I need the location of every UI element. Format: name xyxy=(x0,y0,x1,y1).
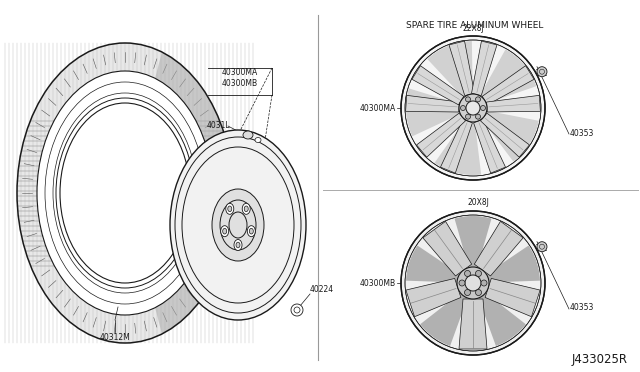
Polygon shape xyxy=(423,221,472,276)
Ellipse shape xyxy=(244,206,248,212)
Text: 40353: 40353 xyxy=(570,128,595,138)
Circle shape xyxy=(465,270,470,276)
Ellipse shape xyxy=(250,228,253,234)
Circle shape xyxy=(465,114,470,119)
Polygon shape xyxy=(406,89,473,136)
Polygon shape xyxy=(474,221,523,276)
Ellipse shape xyxy=(226,203,234,214)
Polygon shape xyxy=(473,49,536,108)
Polygon shape xyxy=(473,283,526,346)
Ellipse shape xyxy=(17,43,233,343)
Polygon shape xyxy=(406,278,461,317)
Polygon shape xyxy=(417,113,465,157)
Polygon shape xyxy=(428,41,473,108)
Text: 22X8J: 22X8J xyxy=(462,23,484,32)
Circle shape xyxy=(481,280,487,286)
Ellipse shape xyxy=(242,203,250,214)
Text: 20X8J: 20X8J xyxy=(467,198,489,206)
Ellipse shape xyxy=(236,242,240,248)
Text: 40300MB: 40300MB xyxy=(222,78,258,87)
Circle shape xyxy=(476,97,481,102)
Circle shape xyxy=(465,289,470,295)
Circle shape xyxy=(481,106,486,110)
Text: 40353: 40353 xyxy=(570,304,595,312)
Text: J433025R: J433025R xyxy=(572,353,628,366)
Circle shape xyxy=(476,114,481,119)
Polygon shape xyxy=(473,246,540,283)
Polygon shape xyxy=(435,108,481,175)
Circle shape xyxy=(466,101,480,115)
Circle shape xyxy=(465,97,470,102)
Text: 4031L: 4031L xyxy=(206,121,230,129)
Ellipse shape xyxy=(37,71,213,315)
Polygon shape xyxy=(449,41,474,96)
Ellipse shape xyxy=(170,130,306,320)
Ellipse shape xyxy=(221,226,228,237)
Text: SPARE TIRE ALUMINUM WHEEL: SPARE TIRE ALUMINUM WHEEL xyxy=(406,20,543,29)
Polygon shape xyxy=(420,283,473,346)
Ellipse shape xyxy=(60,103,190,283)
Text: 40224: 40224 xyxy=(310,285,334,295)
Circle shape xyxy=(459,280,465,286)
Circle shape xyxy=(537,67,547,77)
Text: 40300MB: 40300MB xyxy=(360,279,396,288)
Circle shape xyxy=(537,242,547,252)
Polygon shape xyxy=(406,246,473,283)
Text: 40312M: 40312M xyxy=(100,334,131,343)
Polygon shape xyxy=(155,52,233,334)
Text: 40300MA: 40300MA xyxy=(222,67,258,77)
Circle shape xyxy=(401,36,545,180)
Circle shape xyxy=(459,94,487,122)
Ellipse shape xyxy=(255,138,261,142)
Polygon shape xyxy=(486,95,540,112)
Circle shape xyxy=(401,211,545,355)
Polygon shape xyxy=(406,95,460,112)
Polygon shape xyxy=(482,66,534,105)
Ellipse shape xyxy=(212,189,264,261)
Polygon shape xyxy=(454,216,492,283)
Circle shape xyxy=(465,275,481,291)
Ellipse shape xyxy=(243,131,253,139)
Ellipse shape xyxy=(247,226,255,237)
Polygon shape xyxy=(473,108,539,161)
Polygon shape xyxy=(474,119,506,173)
Polygon shape xyxy=(459,299,487,349)
Polygon shape xyxy=(485,278,540,317)
Circle shape xyxy=(457,267,489,299)
Polygon shape xyxy=(440,119,472,173)
Polygon shape xyxy=(412,66,464,105)
Polygon shape xyxy=(481,113,529,157)
Polygon shape xyxy=(472,41,497,96)
Ellipse shape xyxy=(223,228,227,234)
Ellipse shape xyxy=(228,206,232,212)
Circle shape xyxy=(476,270,481,276)
Circle shape xyxy=(461,106,465,110)
Text: 40300MA: 40300MA xyxy=(360,103,396,112)
Circle shape xyxy=(476,289,481,295)
Ellipse shape xyxy=(234,240,242,250)
Ellipse shape xyxy=(291,304,303,316)
